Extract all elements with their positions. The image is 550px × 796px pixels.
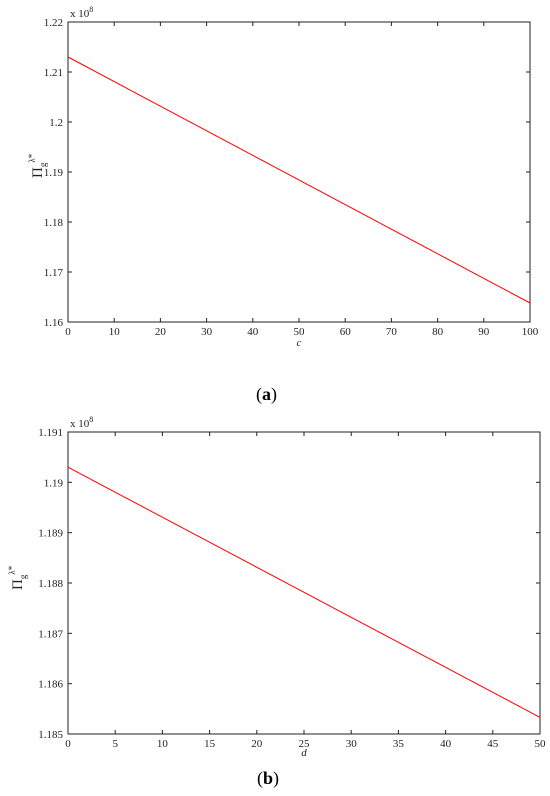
series-b xyxy=(67,466,541,718)
x-tick-label: 100 xyxy=(522,326,539,338)
y-tick-label: 1.16 xyxy=(44,317,64,329)
y-tick-label: 1.185 xyxy=(38,729,63,741)
x-tick-label: 30 xyxy=(201,326,213,338)
y-tick-label: 1.188 xyxy=(38,578,63,590)
x-tick-label: 50 xyxy=(535,738,547,750)
y-tick-label: 1.189 xyxy=(38,528,63,540)
caption-b: (b) xyxy=(257,768,280,788)
x-tick-label: 10 xyxy=(109,326,121,338)
ticks-a: 0 10 20 30 40 50 60 70 80 90 100 1.16 1.17 1.18 1.19 1.… xyxy=(44,17,539,338)
y-tick-label: 1.18 xyxy=(44,217,64,229)
chart-b: x 108 Πgλ* d 0 5 10 15 20 25 30 35 40 45 50 1.185 1.… xyxy=(7,415,546,759)
y-tick-label: 1.21 xyxy=(44,67,63,79)
y-tick-label: 1.22 xyxy=(44,17,63,29)
chart-a: x 108 Πgλ* c 0 10 20 30 40 50 60 70 80 90 100 1.16 1… xyxy=(27,5,539,349)
caption-a: (a) xyxy=(256,384,277,404)
x-tick-label: 0 xyxy=(65,738,71,750)
y-tick-label: 1.2 xyxy=(49,117,63,129)
x-tick-label: 30 xyxy=(346,738,358,750)
y-tick-label: 1.186 xyxy=(38,679,63,691)
ticks-b: 0 5 10 15 20 25 30 35 40 45 50 1.185 1.186 1.187 1.188… xyxy=(38,427,546,750)
x-tick-label: 50 xyxy=(294,326,306,338)
y-tick-label: 1.187 xyxy=(38,628,63,640)
y-axis-label: Πgλ* xyxy=(7,565,28,590)
x-tick-label: 90 xyxy=(478,326,490,338)
plot-frame xyxy=(67,431,541,735)
x-tick-label: 40 xyxy=(247,326,259,338)
y-tick-label: 1.17 xyxy=(44,267,64,279)
x-tick-label: 25 xyxy=(299,738,311,750)
series-a xyxy=(67,56,531,304)
y-axis-label: Πgλ* xyxy=(27,153,48,178)
plot-frame xyxy=(67,21,531,323)
y-tick-label: 1.19 xyxy=(44,167,64,179)
x-tick-label: 5 xyxy=(112,738,118,750)
x-tick-label: 70 xyxy=(386,326,398,338)
series-line xyxy=(67,466,541,718)
exponent-label: x 108 xyxy=(70,5,93,20)
x-tick-label: 80 xyxy=(432,326,444,338)
x-tick-label: 35 xyxy=(393,738,405,750)
x-axis-label: c xyxy=(297,337,302,349)
x-tick-label: 15 xyxy=(204,738,216,750)
exponent-label: x 108 xyxy=(70,415,93,430)
x-tick-label: 40 xyxy=(440,738,452,750)
x-tick-label: 60 xyxy=(340,326,352,338)
y-tick-label: 1.19 xyxy=(44,477,64,489)
caption-letter: a xyxy=(262,384,271,404)
y-tick-label: 1.191 xyxy=(38,427,63,439)
x-tick-label: 20 xyxy=(155,326,167,338)
x-tick-label: 20 xyxy=(251,738,263,750)
x-tick-label: 0 xyxy=(65,326,71,338)
series-line xyxy=(67,56,531,304)
x-axis-label: d xyxy=(301,747,307,759)
caption-letter: b xyxy=(263,768,274,788)
x-tick-label: 45 xyxy=(487,738,499,750)
x-tick-label: 10 xyxy=(157,738,169,750)
